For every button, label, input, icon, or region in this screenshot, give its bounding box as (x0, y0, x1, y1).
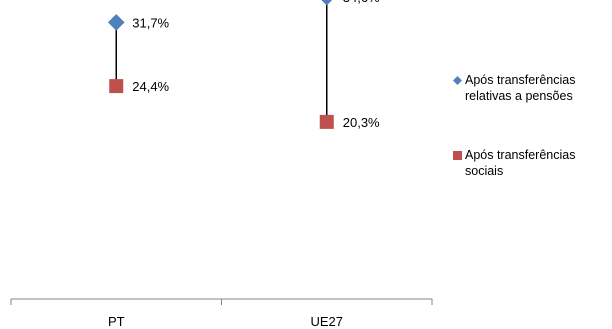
square-icon (453, 151, 462, 160)
data-labels: 31,7% 34,6% 24,4% 20,3% (132, 0, 380, 130)
marker-series-1-pt (107, 14, 125, 31)
data-label-series-1-pt: 31,7% (132, 15, 169, 30)
x-axis: PT UE27 (10, 298, 433, 329)
diamond-icon (453, 76, 462, 85)
x-tick-label-pt: PT (108, 314, 125, 329)
legend-item-series-2: Após transferências sociais (452, 147, 612, 179)
legend: Após transferências relativas a pensões … (452, 72, 612, 222)
data-label-series-1-ue27: 34,6% (343, 0, 380, 5)
marker-series-1-ue27 (321, 0, 333, 6)
legend-item-series-1: Após transferências relativas a pensões (452, 72, 612, 104)
legend-label-series-2: Após transferências sociais (465, 148, 576, 178)
x-tick-label-ue27: UE27 (310, 314, 343, 329)
data-label-series-2-ue27: 20,3% (343, 115, 380, 130)
data-markers (107, 0, 334, 129)
marker-series-2-pt (109, 79, 124, 94)
data-label-series-2-pt: 24,4% (132, 79, 169, 94)
high-low-lines (115, 0, 328, 122)
marker-series-2-ue27 (319, 114, 334, 129)
legend-label-series-1: Após transferências relativas a pensões (465, 73, 576, 103)
